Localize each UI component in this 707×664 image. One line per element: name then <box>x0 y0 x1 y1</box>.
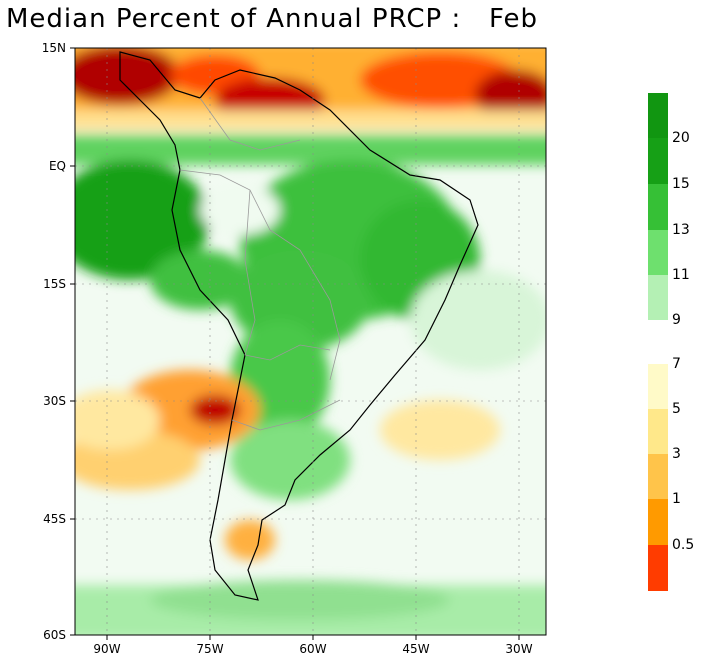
legend-label: 13 <box>672 222 690 238</box>
legend-swatch <box>648 138 668 184</box>
lat-label: 60S <box>43 628 66 642</box>
precip-field <box>75 48 546 635</box>
lat-label: EQ <box>49 159 66 173</box>
lat-label: 45S <box>43 512 66 526</box>
lon-label: 45W <box>402 642 429 656</box>
lat-label: 15N <box>42 41 66 55</box>
map-title: Median Percent of Annual PRCP : Feb <box>6 4 539 34</box>
legend-label: 1 <box>672 491 681 507</box>
gridlines <box>75 48 546 635</box>
lon-label: 90W <box>93 642 120 656</box>
legend-swatch <box>648 230 668 275</box>
lon-label: 30W <box>505 642 532 656</box>
legend-label: 5 <box>672 401 681 417</box>
legend-swatch <box>648 409 668 454</box>
legend-swatch <box>648 184 668 230</box>
color-legend <box>648 93 668 591</box>
legend-label: 15 <box>672 176 690 192</box>
legend-label: 9 <box>672 312 681 328</box>
lat-label: 15S <box>43 277 66 291</box>
tick-marks <box>70 47 520 640</box>
legend-swatch <box>648 499 668 545</box>
legend-label: 7 <box>672 356 681 372</box>
lat-label: 30S <box>43 394 66 408</box>
lon-label: 60W <box>299 642 326 656</box>
coastline <box>119 51 479 601</box>
legend-swatch <box>648 364 668 409</box>
legend-swatch <box>648 454 668 499</box>
legend-swatch <box>648 93 668 138</box>
legend-label: 20 <box>672 130 690 146</box>
map-frame <box>74 47 547 636</box>
lon-label: 75W <box>196 642 223 656</box>
legend-swatch <box>648 545 668 591</box>
legend-swatch <box>648 275 668 320</box>
legend-label: 0.5 <box>672 537 695 553</box>
legend-label: 11 <box>672 267 690 283</box>
country-borders <box>179 97 341 431</box>
legend-label: 3 <box>672 446 681 462</box>
